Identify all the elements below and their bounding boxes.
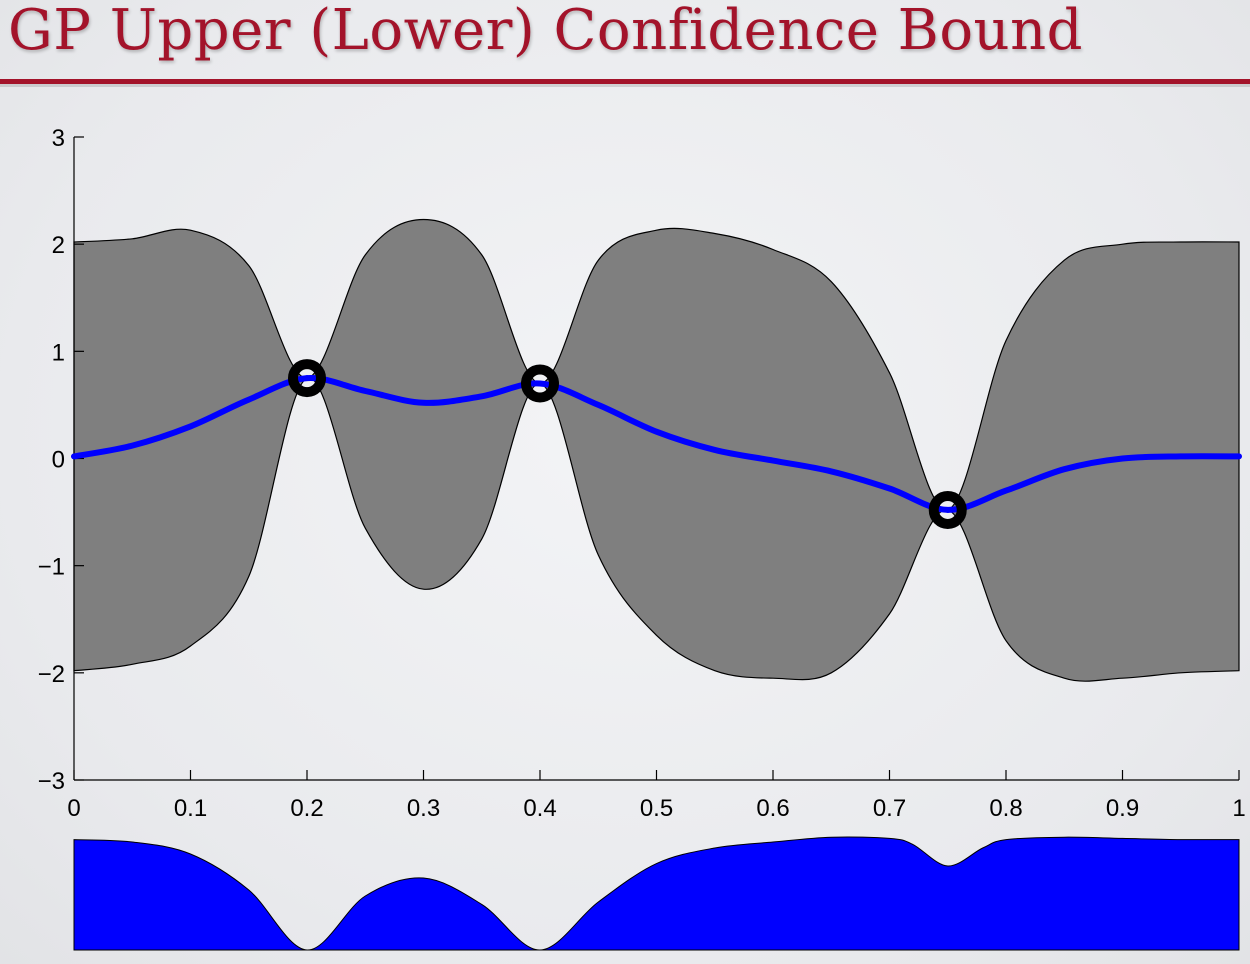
observation-point	[288, 359, 326, 398]
observation-center	[944, 506, 951, 513]
y-tick-label: −2	[38, 661, 65, 688]
y-tick-label: 0	[52, 447, 65, 474]
observation-point	[521, 364, 559, 403]
title-divider	[0, 79, 1250, 87]
x-tick-label: 0.6	[756, 795, 789, 822]
y-tick-label: 1	[52, 339, 65, 366]
x-tick-label: 0.1	[174, 795, 207, 822]
mean-line	[71, 375, 1242, 513]
slide-title: GP Upper (Lower) Confidence Bound	[8, 0, 1084, 63]
x-tick-label: 1	[1232, 795, 1245, 822]
x-tick-label: 0	[67, 795, 80, 822]
y-tick-label: −1	[38, 554, 65, 581]
x-tick-label: 0.2	[290, 795, 323, 822]
x-tick-label: 0.5	[640, 795, 673, 822]
x-tick-label: 0.9	[1106, 795, 1139, 822]
observation-center	[537, 380, 543, 387]
observation-center	[304, 375, 310, 382]
x-tick-label: 0.3	[407, 795, 440, 822]
acquisition-area	[73, 836, 1240, 951]
y-tick-label: 2	[52, 232, 65, 259]
x-tick-label: 0.8	[989, 795, 1022, 822]
confidence-band	[73, 218, 1240, 682]
x-tick-label: 0.4	[523, 795, 556, 822]
observation-point	[928, 490, 967, 529]
y-tick-label: 3	[52, 125, 65, 152]
y-tick-label: −3	[38, 768, 65, 795]
x-tick-label: 0.7	[873, 795, 906, 822]
